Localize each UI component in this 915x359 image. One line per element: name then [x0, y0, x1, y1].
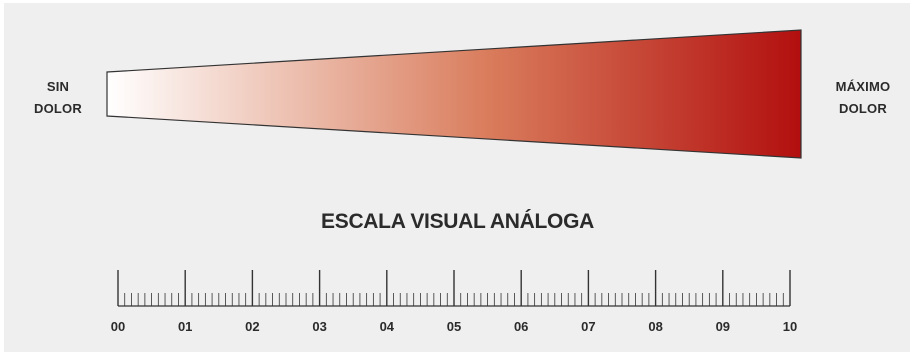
tick-label: 09: [716, 319, 730, 334]
tick-label: 06: [514, 319, 528, 334]
tick-label: 03: [312, 319, 326, 334]
scale-title: ESCALA VISUAL ANÁLOGA: [321, 210, 594, 233]
max-pain-label-line1: MÁXIMO: [835, 79, 891, 94]
max-pain-label-line2: DOLOR: [839, 101, 887, 116]
wedge-shape: [106, 29, 802, 159]
no-pain-label-line1: SIN: [46, 79, 70, 94]
tick-label: 08: [648, 319, 662, 334]
tick-label: 04: [380, 319, 395, 334]
no-pain-label: SIN DOLOR: [18, 76, 98, 120]
max-pain-label: MÁXIMO DOLOR: [818, 76, 908, 120]
tick-label: 02: [245, 319, 259, 334]
no-pain-label-line2: DOLOR: [34, 101, 82, 116]
tick-label: 10: [783, 319, 797, 334]
tick-label: 07: [581, 319, 595, 334]
tick-label: 05: [447, 319, 461, 334]
tick-label: 00: [111, 319, 125, 334]
tick-label: 01: [178, 319, 192, 334]
